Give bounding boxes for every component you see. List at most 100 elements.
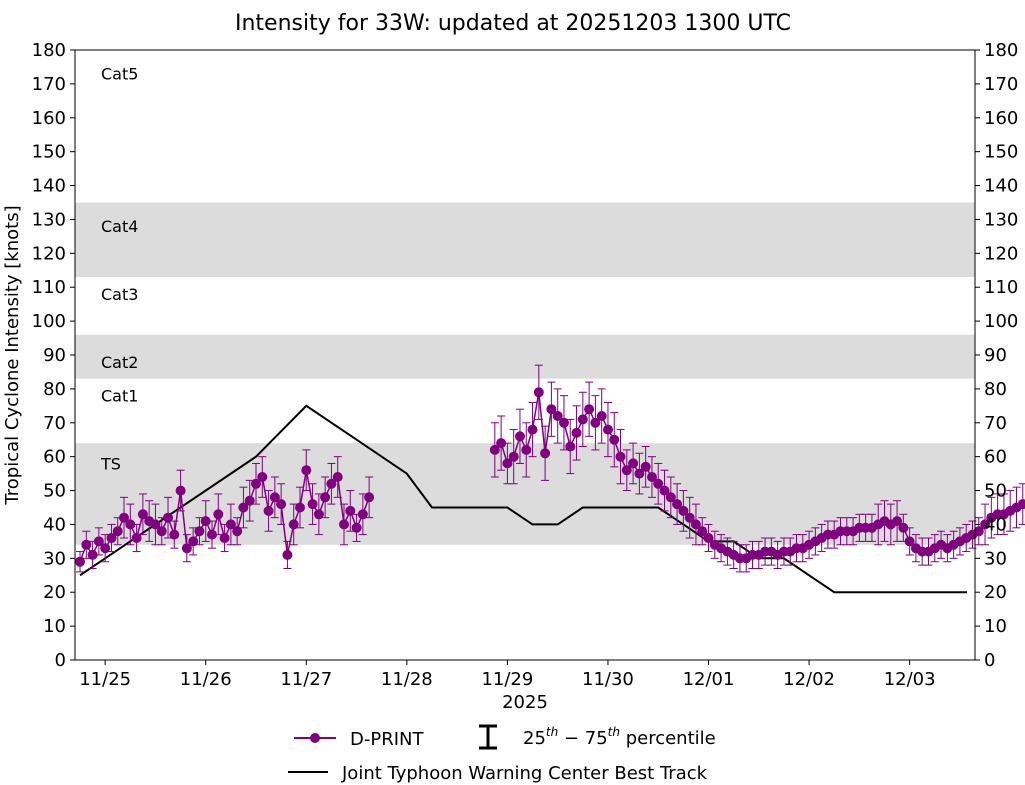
dprint-point	[596, 411, 607, 421]
dprint-point	[232, 526, 243, 537]
dprint-point	[320, 492, 331, 503]
legend: D-PRINT 25th − 75th percentile Joint Typ…	[288, 724, 716, 784]
dprint-point	[898, 522, 909, 533]
dprint-point	[559, 417, 569, 428]
y-tick-label-right: 170	[984, 74, 1018, 95]
y-tick-label-right: 0	[984, 650, 995, 671]
x-tick-label: 11/27	[280, 669, 332, 690]
y-tick-label-left: 180	[32, 40, 66, 61]
dprint-point	[364, 492, 375, 503]
x-tick-label: 11/26	[180, 669, 232, 690]
y-tick-label-right: 10	[984, 616, 1007, 637]
y-tick-label-left: 90	[43, 345, 66, 366]
dprint-point	[508, 451, 519, 462]
dprint-point	[200, 516, 211, 527]
x-axis-ticks: 11/25 11/26 11/27 11/28 11/29 11/30 12/01 12/02…	[79, 660, 936, 690]
y-tick-label-right: 130	[984, 209, 1018, 230]
y-tick-label-right: 70	[984, 413, 1007, 434]
y-tick-label-right: 100	[984, 311, 1018, 332]
y-tick-label-left: 160	[32, 108, 66, 129]
dprint-point	[307, 499, 318, 510]
dprint-point	[163, 512, 173, 523]
y-tick-label-left: 80	[43, 379, 66, 400]
x-tick-label: 11/29	[481, 669, 533, 690]
dprint-point	[93, 536, 104, 547]
y-tick-label-right: 40	[984, 514, 1007, 535]
dprint-point	[244, 495, 255, 506]
dprint-point	[288, 519, 299, 530]
dprint-point	[659, 485, 670, 496]
dprint-point	[169, 529, 180, 540]
dprint-point	[647, 472, 657, 482]
dprint-point	[137, 509, 148, 520]
y-tick-label-right: 30	[984, 548, 1007, 569]
y-tick-label-right: 140	[984, 176, 1018, 197]
dprint-point	[565, 441, 576, 452]
dprint-point	[100, 543, 111, 554]
dprint-point	[251, 478, 261, 489]
y-tick-label-left: 120	[32, 243, 66, 264]
legend-dprint-label: D-PRINT	[350, 729, 424, 750]
dprint-point	[628, 458, 639, 469]
dprint-point	[295, 502, 305, 513]
dprint-point	[112, 526, 123, 537]
y-tick-label-right: 90	[984, 345, 1007, 366]
y-tick-label-right: 60	[984, 447, 1007, 468]
dprint-point	[571, 427, 582, 438]
dprint-point	[263, 505, 274, 516]
band-cat2	[75, 334, 975, 379]
dprint-point	[131, 533, 142, 543]
dprint-point	[238, 502, 249, 513]
dprint-point	[496, 438, 507, 449]
y-tick-label-left: 50	[43, 481, 66, 502]
dprint-point	[502, 458, 513, 469]
dprint-point	[175, 485, 186, 496]
y-tick-label-left: 10	[43, 616, 66, 637]
dprint-point	[87, 549, 98, 560]
dprint-point	[615, 451, 626, 462]
dprint-point	[690, 519, 701, 530]
x-tick-label: 11/25	[79, 669, 131, 690]
band-label-cat4: Cat4	[101, 217, 138, 236]
dprint-point	[640, 461, 651, 472]
dprint-point	[282, 549, 293, 560]
dprint-point	[546, 404, 557, 415]
dprint-point	[552, 411, 563, 421]
band-label-cat5: Cat5	[101, 65, 138, 84]
y-tick-label-left: 30	[43, 548, 66, 569]
dprint-point	[357, 509, 368, 520]
dprint-point	[225, 519, 236, 530]
dprint-point	[207, 529, 217, 540]
y-tick-label-right: 80	[984, 379, 1007, 400]
dprint-point	[980, 519, 991, 530]
dprint-point	[973, 526, 984, 537]
dprint-point	[351, 522, 362, 533]
y-tick-label-left: 130	[32, 209, 66, 230]
dprint-point	[81, 539, 92, 550]
dprint-point	[345, 505, 356, 516]
dprint-point	[533, 387, 544, 398]
dprint-point	[219, 533, 230, 543]
best-track-line	[79, 404, 967, 594]
dprint-point	[515, 431, 525, 442]
dprint-point	[213, 509, 224, 520]
x-tick-label: 12/03	[884, 669, 936, 690]
dprint-point	[156, 526, 167, 537]
best-track-layer	[79, 404, 967, 594]
dprint-point	[609, 434, 620, 445]
band-cat5	[75, 50, 975, 203]
dprint-layer	[75, 364, 1025, 573]
x-axis-label: 2025	[502, 692, 548, 713]
x-tick-label: 12/01	[683, 669, 735, 690]
dprint-point	[269, 492, 280, 503]
legend-besttrack-label: Joint Typhoon Warning Center Best Track	[341, 763, 708, 784]
dprint-point	[276, 499, 287, 510]
x-tick-label: 11/28	[381, 669, 433, 690]
y-tick-label-left: 110	[32, 277, 66, 298]
dprint-point	[653, 478, 664, 489]
dprint-point	[188, 536, 199, 547]
y-tick-label-right: 160	[984, 108, 1018, 129]
y-tick-label-left: 100	[32, 311, 66, 332]
dprint-point	[106, 533, 117, 543]
dprint-point	[125, 519, 136, 530]
